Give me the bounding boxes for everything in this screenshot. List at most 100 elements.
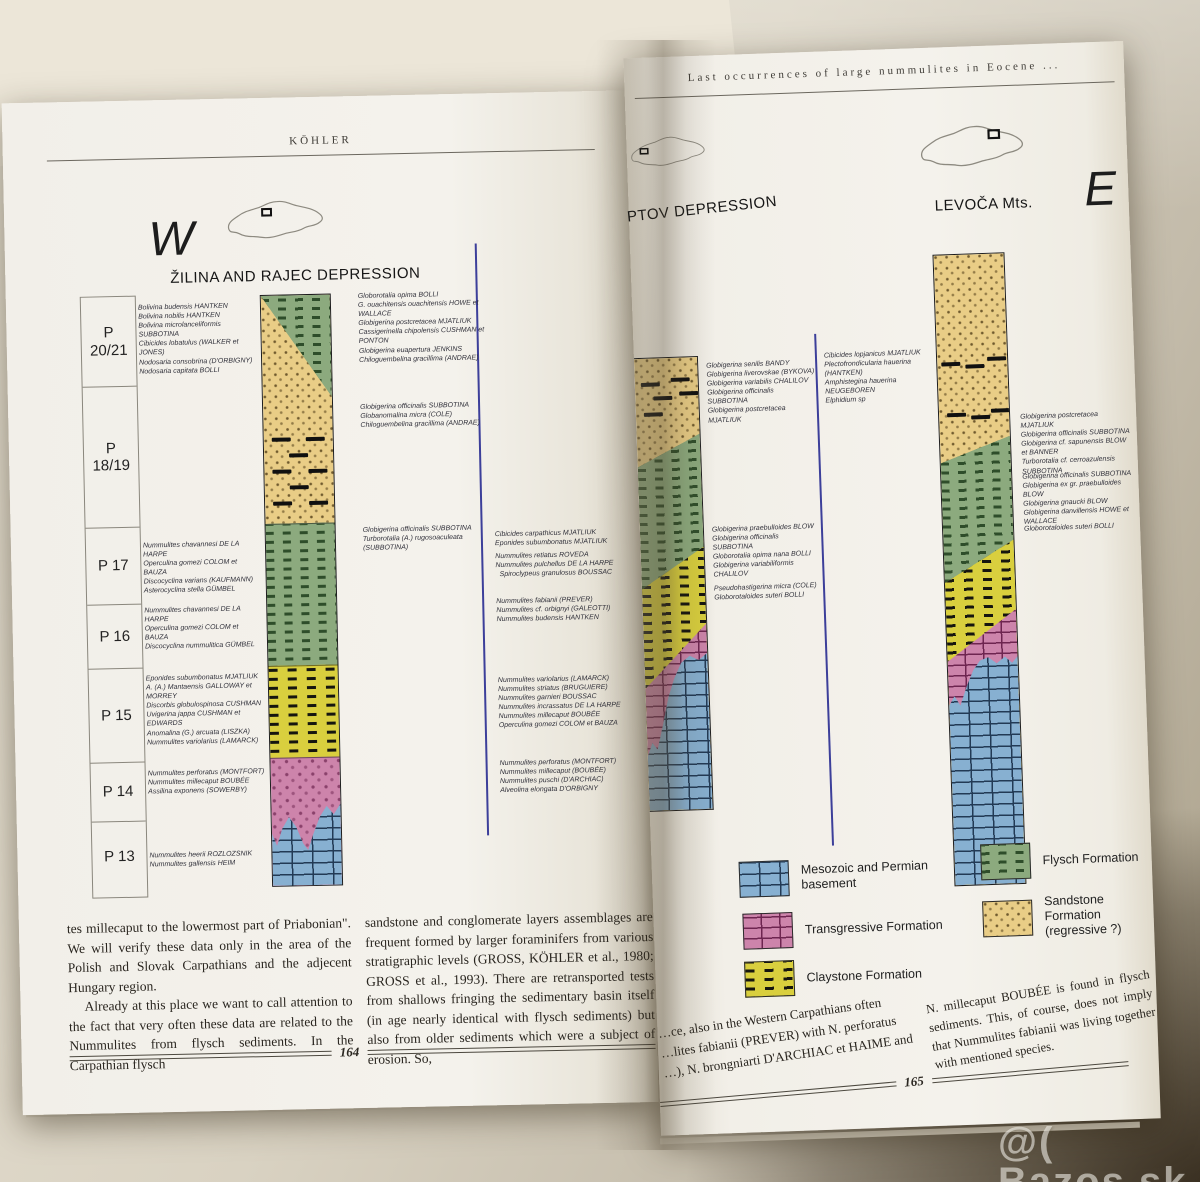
fossil-list-liptov-c: Pseudohastigerina micra (COLE) Globorotal…: [714, 581, 823, 603]
legend-swatch-sandstone: [982, 899, 1034, 937]
legend-label: Claystone Formation: [806, 966, 923, 985]
map-location-marker: [639, 147, 649, 155]
list-line: Spiroclypeus granulosus BOUSSAC: [499, 568, 613, 579]
fossil-list-p2021-right: Globorotalia opima BOLLI G. ouachitensis …: [358, 289, 489, 364]
list-line: Alveolina elongata D'ORBIGNY: [500, 785, 599, 795]
fossil-list-p13-left: Nummulites heerii ROZLOZSNIK Nummulites g…: [149, 849, 267, 870]
claystone-interbed-dash: [941, 361, 961, 367]
legend-item-sandstone: Sandstone Formation (regressive ?): [982, 890, 1153, 941]
zone-row: P 13: [103, 847, 135, 866]
legend-label: Flysch Formation: [1042, 849, 1139, 867]
map-location-marker: [987, 128, 1001, 140]
legend-item-claystone: Claystone Formation: [744, 954, 975, 998]
claystone-interbed-dash: [289, 485, 309, 490]
fossil-list-liptov-a: Globigerina senilis BANDY Globigerina liv…: [706, 358, 816, 425]
claystone-interbed-dash: [309, 500, 329, 506]
list-line: Chiloguembelina gracillima (ANDRAE): [360, 419, 480, 430]
left-page: KÖHLER W ŽILINA AND RAJEC DEPRESSION P 2…: [1, 90, 659, 1116]
legend-label: Transgressive Formation: [804, 917, 943, 937]
claystone-interbed-dash: [971, 414, 991, 420]
legend-swatch-flysch: [980, 842, 1032, 881]
fossil-list-col2-e: Nummulites variolarius (LAMARCK) Nummulit…: [498, 673, 639, 730]
fossil-list-col2-f: Nummulites perforatus (MONTFORT) Nummulit…: [500, 756, 641, 795]
watermark-text: @( Bazos.sk: [998, 1120, 1188, 1182]
list-line: Asterocyclina stella GÜMBEL: [143, 586, 236, 596]
slovakia-map-levoca: [914, 116, 1030, 180]
fossil-list-col2-d: Nummulites fabianii (PREVER) Nummulites c…: [496, 594, 637, 624]
footer-rule: [367, 1043, 656, 1055]
list-line: Assilina exponens (SOWERBY): [148, 786, 247, 796]
fossil-list-p17-right: Globigerina officinalis SUBBOTINA Turboro…: [363, 523, 494, 553]
claystone-interbed-dash: [305, 436, 325, 442]
legend-label: Mesozoic and Permian basement: [800, 858, 929, 892]
zone-row: P 15: [88, 668, 145, 764]
fossil-list-liptov-b: Globigerina praebulloides BLOW Globigerin…: [712, 522, 822, 580]
zone-row: P 16: [87, 604, 143, 670]
map-outline: [631, 136, 705, 166]
claystone-interbed-dash: [272, 469, 292, 474]
list-line: Discocyclina nummulitica GÜMBEL: [145, 641, 255, 651]
map-outline: [920, 125, 1024, 167]
list-line: Nummulites variolarius (LAMARCK): [147, 736, 259, 747]
fossil-list-levoca-b: Globigerina officinalis SUBBOTINA Globige…: [1022, 469, 1136, 527]
map-location-marker: [261, 207, 273, 217]
planktonic-zone-ladder: P 20/21 P 18/19 P 17 P 16 P 15 P 14 P 13: [79, 295, 149, 899]
legend-item-basement: Mesozoic and Permian basement: [738, 854, 970, 898]
list-line: Globigerina postcretacea MJATLIUK: [707, 405, 786, 425]
running-head-rule: [634, 81, 1115, 100]
legend-label: Sandstone Formation (regressive ?): [1043, 892, 1122, 939]
section-title-liptov: PTOV DEPRESSION: [626, 192, 778, 226]
direction-label-west: W: [147, 212, 195, 267]
list-line: Globigerina variabiliformis CHALILOV: [713, 560, 794, 580]
claystone-interbed-dash: [271, 437, 291, 442]
page-number: 165: [903, 1073, 925, 1090]
zone-row: P 18/19: [82, 386, 140, 529]
legend-swatch-basement: [738, 860, 790, 898]
list-line: Chiloguembelina gracillima (ANDRAE): [359, 354, 479, 364]
fossil-list-p15-left: Eponides subumbonatus MJATLIUK A. (A.) Ma…: [146, 672, 265, 747]
strat-column-zilina: [259, 293, 344, 887]
list-line: Nummulites budensis HANTKEN: [496, 614, 599, 624]
claystone-interbed-dash: [308, 468, 328, 474]
section-title-zilina: ŽILINA AND RAJEC DEPRESSION: [170, 264, 421, 287]
legend-item-transgressive: Transgressive Formation: [742, 906, 973, 950]
fossil-list-levoca-left: Cibicides lopjanicus MJATLIUK Plectofrond…: [824, 348, 936, 406]
slovakia-map-liptov: [626, 129, 709, 176]
running-head-rule: [46, 148, 595, 162]
fossil-list-levoca-a: Globigerina postcretacea MJATLIUK Globige…: [1020, 409, 1134, 477]
footer-rule: [69, 1050, 332, 1061]
zone-row: P 17: [85, 527, 142, 606]
list-line: Eponides subumbonatus MJATLIUK: [494, 537, 608, 548]
claystone-unit: [268, 664, 340, 759]
fossil-list-p17-left: Nummulites chavannesi DE LA HARPE Opercul…: [143, 539, 262, 596]
paragraph: tes millecaput to the lowermost part of …: [66, 915, 352, 995]
legend-item-flysch: Flysch Formation: [980, 838, 1151, 881]
fossil-list-p1819-right: Globigerina officinalis SUBBOTINA Globano…: [360, 400, 491, 430]
list-line: Turborotalia (A.) rugosoaculeata (SUBBOT…: [362, 533, 463, 553]
footer-rule: [660, 1080, 897, 1107]
zone-row: P 14: [90, 762, 146, 823]
fossil-list-p14-left: Nummulites perforatus (MONTFORT) Nummulit…: [148, 767, 267, 797]
claystone-interbed-dash: [289, 453, 309, 458]
claystone-interbed-dash: [947, 412, 967, 418]
zone-row: P 20/21: [80, 296, 137, 388]
flysch-unit: [265, 522, 338, 667]
claystone-interbed-dash: [990, 408, 1011, 413]
claystone-interbed-dash: [273, 501, 293, 506]
legend-swatch-claystone: [744, 959, 796, 998]
strat-column-levoca: [932, 252, 1027, 887]
running-head: Last occurrences of large nummulites in …: [687, 59, 1061, 85]
body-text-column-1: …ce, also in the Western Carpathians oft…: [657, 987, 931, 1084]
list-line: Nummulites gallensis HEIM: [149, 859, 236, 869]
list-line: Operculina gomezi COLOM et BAUZA: [498, 720, 618, 730]
page-number: 164: [339, 1044, 360, 1060]
map-outline: [227, 200, 323, 239]
section-title-levoca: LEVOČA Mts.: [934, 194, 1034, 215]
fossil-list-col2-c: Spiroclypeus granulosus BOUSSAC: [500, 567, 640, 579]
fossil-list-col2-a: Cibicides carpathicus MJATLIUK Eponides s…: [495, 527, 635, 548]
legend-swatch-transgressive: [742, 912, 794, 950]
fossil-list-p2021-left: Bolivina budensis HANTKEN Bolivina nobili…: [138, 301, 257, 376]
claystone-interbed-dash: [987, 356, 1007, 361]
list-line: Nodosaria capitata BOLLI: [139, 366, 220, 376]
